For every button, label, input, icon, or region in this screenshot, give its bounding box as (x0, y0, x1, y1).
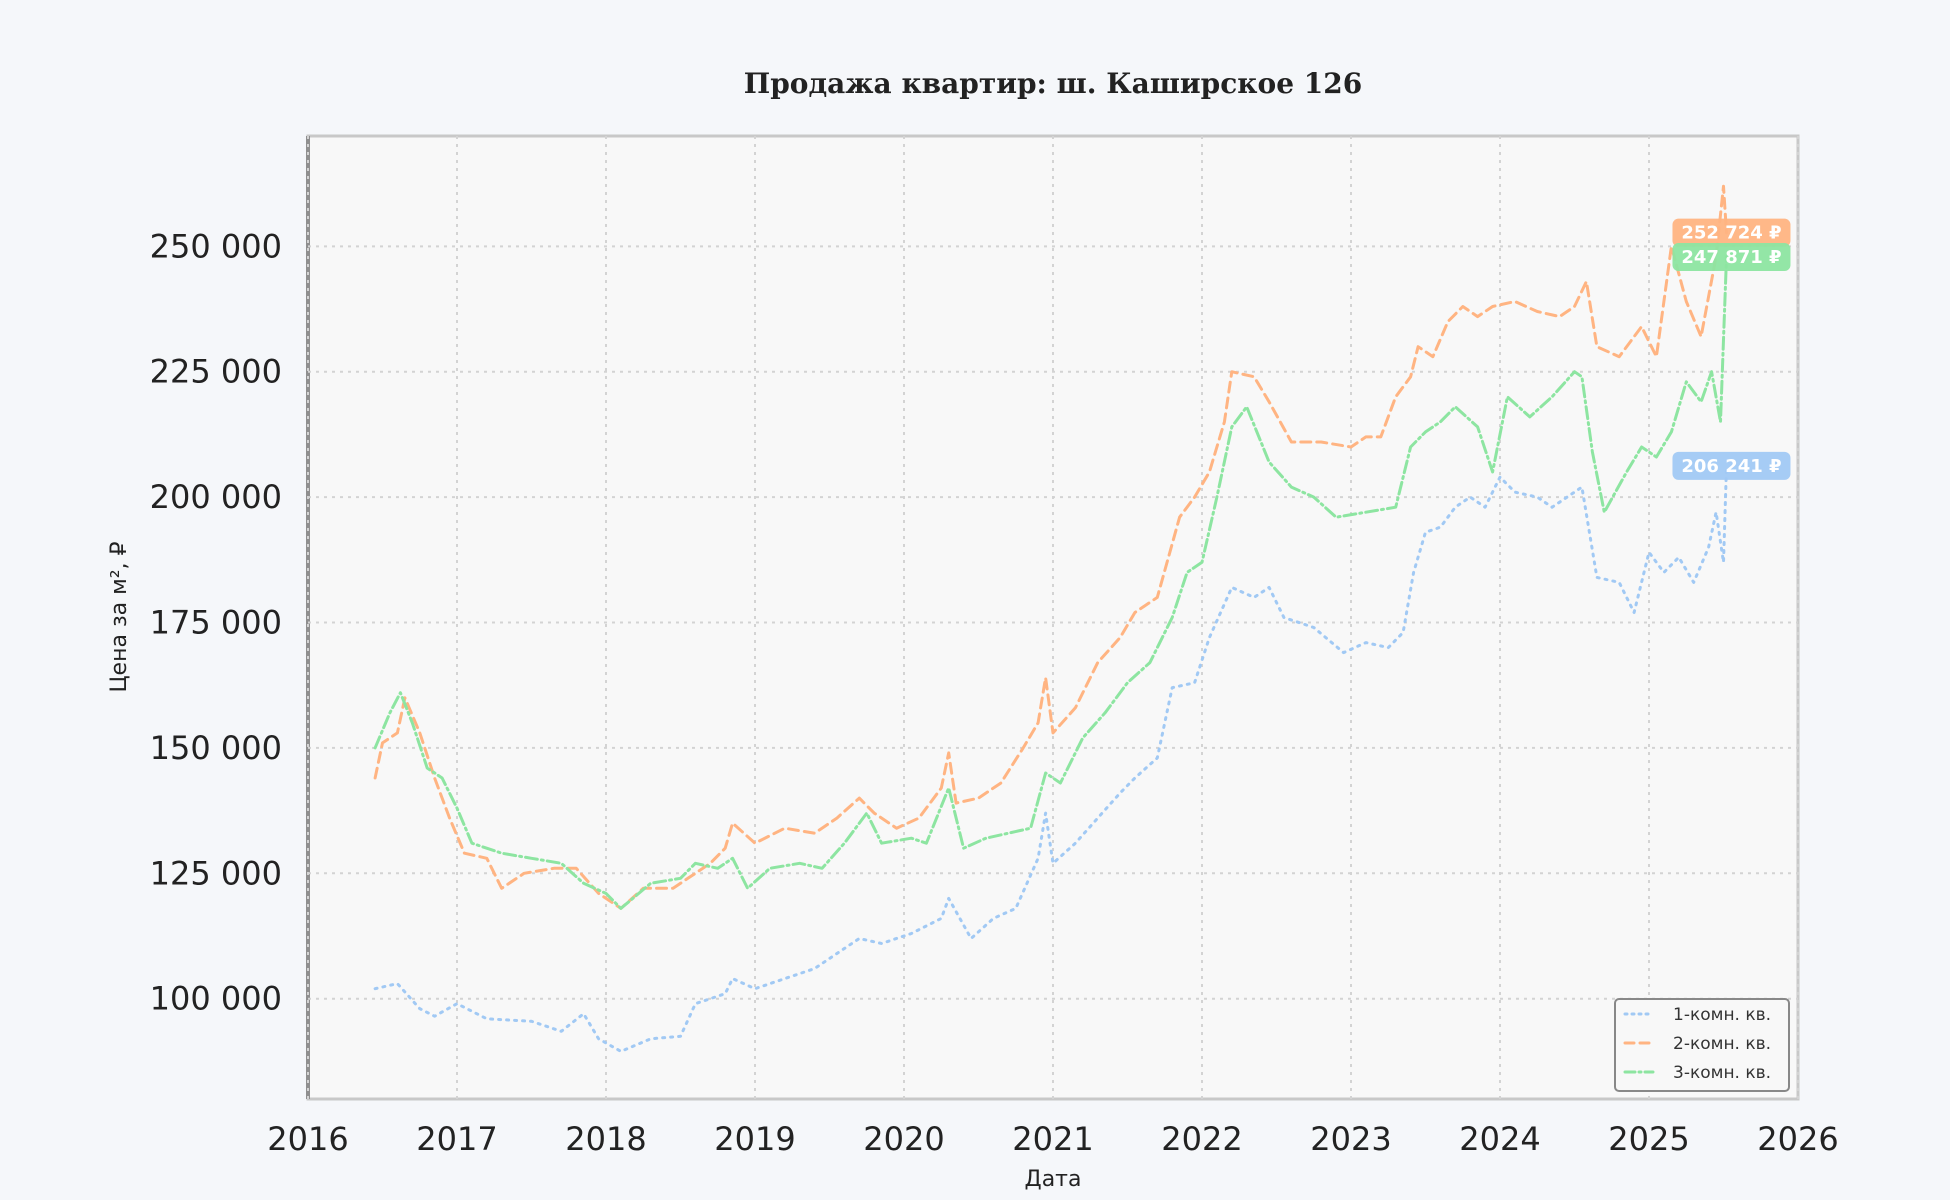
series-badge-2room: 252 724 ₽ (1672, 218, 1791, 247)
series-line-3room (373, 255, 1728, 910)
axis-ticks: 2016 2017 2018 2019 2020 2021 2022 2023 2024 2025… (150, 227, 1839, 1158)
series-badge-bg-1room (1672, 451, 1791, 480)
y-tick-label-100000: 100 000 (150, 980, 282, 1018)
series-badge-bg-3room (1672, 243, 1791, 272)
y-tick-label-225000: 225 000 (150, 353, 282, 391)
legend-label-2room: 2-комн. кв. (1673, 1034, 1771, 1054)
y-tick-label-150000: 150 000 (150, 729, 282, 767)
x-tick-label-2017: 2017 (416, 1120, 497, 1158)
x-tick-label-2025: 2025 (1608, 1120, 1689, 1158)
x-tick-label-2022: 2022 (1161, 1120, 1242, 1158)
y-tick-label-200000: 200 000 (150, 478, 282, 516)
x-tick-label-2020: 2020 (863, 1120, 944, 1158)
y-tick-label-250000: 250 000 (150, 227, 282, 265)
series-badge-label-1room: 206 241 ₽ (1681, 456, 1781, 477)
x-tick-label-2016: 2016 (267, 1120, 348, 1158)
x-tick-label-2023: 2023 (1310, 1120, 1391, 1158)
x-tick-label-2021: 2021 (1012, 1120, 1093, 1158)
series-badge-label-3room: 247 871 ₽ (1681, 247, 1781, 268)
x-tick-label-2019: 2019 (714, 1120, 795, 1158)
grid-lines (307, 136, 1799, 1099)
x-tick-label-2026: 2026 (1757, 1120, 1838, 1158)
legend-label-3room: 3-комн. кв. (1673, 1063, 1771, 1083)
x-tick-label-2024: 2024 (1459, 1120, 1540, 1158)
y-tick-label-175000: 175 000 (150, 604, 282, 642)
chart-title: Продажа квартир: ш. Каширское 126 (744, 67, 1362, 100)
y-tick-label-125000: 125 000 (150, 854, 282, 892)
legend-label-1room: 1-комн. кв. (1673, 1005, 1771, 1025)
legend-box (1614, 998, 1790, 1092)
series-badge-3room: 247 871 ₽ (1672, 243, 1791, 272)
series-badge-label-2room: 252 724 ₽ (1681, 223, 1781, 244)
x-axis-label: Дата (1025, 1167, 1082, 1192)
series-line-1room (373, 464, 1728, 1053)
y-axis-label: Цена за м², ₽ (107, 541, 132, 692)
end-value-badges: 206 241 ₽ 252 724 ₽ 247 871 ₽ (1672, 218, 1791, 480)
series-badge-1room: 206 241 ₽ (1672, 451, 1791, 480)
x-tick-label-2018: 2018 (565, 1120, 646, 1158)
legend[interactable]: 1-комн. кв. 2-комн. кв. 3-комн. кв. (1614, 998, 1790, 1092)
series-badge-bg-2room (1672, 218, 1791, 247)
series-layer (373, 184, 1728, 1053)
